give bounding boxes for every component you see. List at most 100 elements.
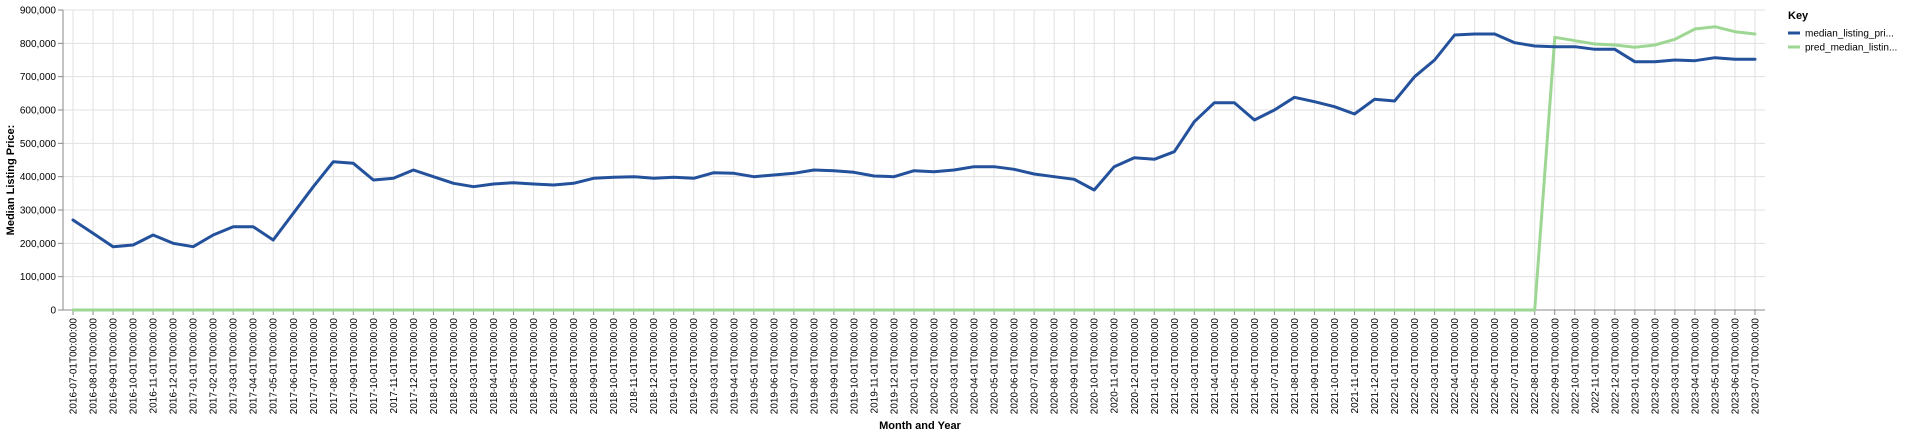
x-tick-label: 2022-07-01T00:00:00	[1510, 318, 1521, 415]
grid-layer	[63, 9, 1765, 311]
x-tick-label: 2021-08-01T00:00:00	[1290, 318, 1301, 415]
x-tick-label: 2022-04-01T00:00:00	[1450, 318, 1461, 415]
legend: Key median_listing_pri... pred_median_lis…	[1788, 10, 1897, 54]
x-tick-label: 2020-06-01T00:00:00	[1010, 318, 1021, 415]
legend-label: median_listing_pri...	[1805, 29, 1894, 40]
x-tick-label: 2020-08-01T00:00:00	[1050, 318, 1061, 415]
x-tick-label: 2022-02-01T00:00:00	[1410, 318, 1421, 415]
x-tick-label: 2017-07-01T00:00:00	[309, 318, 320, 415]
x-tick-label: 2019-01-01T00:00:00	[669, 318, 680, 415]
x-tick-label: 2020-04-01T00:00:00	[970, 318, 981, 415]
x-tick-label: 2020-05-01T00:00:00	[990, 318, 1001, 415]
x-tick-label: 2020-11-01T00:00:00	[1110, 318, 1121, 414]
x-tick-label: 2021-02-01T00:00:00	[1170, 318, 1181, 415]
x-tick-label: 2021-06-01T00:00:00	[1250, 318, 1261, 415]
x-tick-label: 2017-12-01T00:00:00	[409, 318, 420, 415]
x-tick-label: 2022-10-01T00:00:00	[1570, 318, 1581, 415]
x-tick-label: 2021-09-01T00:00:00	[1310, 318, 1321, 415]
x-tick-label: 2016-10-01T00:00:00	[129, 318, 140, 415]
x-tick-label: 2021-11-01T00:00:00	[1350, 318, 1361, 414]
legend-entries: median_listing_pri... pred_median_listin.…	[1788, 29, 1897, 54]
x-tick-label: 2022-01-01T00:00:00	[1390, 318, 1401, 415]
x-tick-label: 2020-12-01T00:00:00	[1130, 318, 1141, 415]
x-tick-label: 2022-11-01T00:00:00	[1590, 318, 1601, 414]
x-tick-label: 2021-04-01T00:00:00	[1210, 318, 1221, 415]
x-axis-title: Month and Year	[879, 420, 961, 432]
x-tick-label: 2017-01-01T00:00:00	[189, 318, 200, 415]
x-tick-label: 2018-09-01T00:00:00	[589, 318, 600, 415]
x-tick-label: 2020-07-01T00:00:00	[1030, 318, 1041, 415]
x-tick-label: 2021-05-01T00:00:00	[1230, 318, 1241, 415]
x-tick-label: 2020-01-01T00:00:00	[910, 318, 921, 415]
y-tick-label: 400,000	[20, 172, 57, 183]
x-tick-label: 2018-05-01T00:00:00	[509, 318, 520, 415]
y-tick-label: 100,000	[20, 272, 57, 283]
x-tick-label: 2016-12-01T00:00:00	[169, 318, 180, 415]
axis-layer: 0 100,000 200,000 300,000 400,000 500,000 600,…	[20, 6, 1765, 415]
x-tick-label: 2017-04-01T00:00:00	[249, 318, 260, 415]
x-tick-label: 2023-04-01T00:00:00	[1690, 318, 1701, 415]
y-tick-label: 200,000	[20, 239, 57, 250]
y-axis-title: Median Listing Price:	[5, 125, 17, 236]
x-tick-label: 2022-09-01T00:00:00	[1550, 318, 1561, 415]
x-tick-label: 2018-04-01T00:00:00	[489, 318, 500, 415]
x-tick-label: 2022-03-01T00:00:00	[1430, 318, 1441, 415]
x-tick-label: 2022-12-01T00:00:00	[1610, 318, 1621, 415]
x-tick-label: 2016-11-01T00:00:00	[149, 318, 160, 414]
x-tick-label: 2019-02-01T00:00:00	[689, 318, 700, 415]
x-tick-label: 2020-03-01T00:00:00	[950, 318, 961, 415]
y-tick-label: 900,000	[20, 6, 57, 17]
x-tick-label: 2019-05-01T00:00:00	[749, 318, 760, 415]
y-tick-label: 500,000	[20, 139, 57, 150]
x-tick-label: 2019-06-01T00:00:00	[769, 318, 780, 415]
x-tick-label: 2023-03-01T00:00:00	[1670, 318, 1681, 415]
y-tick-label: 800,000	[20, 39, 57, 50]
x-tick-label: 2019-11-01T00:00:00	[869, 318, 880, 414]
y-tick-label: 300,000	[20, 206, 57, 217]
x-tick-label: 2018-11-01T00:00:00	[629, 318, 640, 414]
x-tick-label: 2021-03-01T00:00:00	[1190, 318, 1201, 415]
x-tick-label: 2018-03-01T00:00:00	[469, 318, 480, 415]
series-line-0	[71, 32, 1757, 249]
x-tick-label: 2019-03-01T00:00:00	[709, 318, 720, 415]
x-tick-label: 2017-02-01T00:00:00	[209, 318, 220, 415]
x-tick-label: 2018-10-01T00:00:00	[609, 318, 620, 415]
x-tick-label: 2017-08-01T00:00:00	[329, 318, 340, 415]
x-tick-label: 2019-09-01T00:00:00	[829, 318, 840, 415]
x-tick-label: 2022-05-01T00:00:00	[1470, 318, 1481, 415]
x-tick-label: 2021-12-01T00:00:00	[1370, 318, 1381, 415]
x-tick-label: 2016-08-01T00:00:00	[89, 318, 100, 415]
y-tick-label: 0	[50, 306, 56, 317]
series-layer	[71, 25, 1757, 312]
x-tick-label: 2021-07-01T00:00:00	[1270, 318, 1281, 415]
x-tick-label: 2022-06-01T00:00:00	[1490, 318, 1501, 415]
x-tick-label: 2020-09-01T00:00:00	[1070, 318, 1081, 415]
y-tick-label: 700,000	[20, 72, 57, 83]
x-tick-label: 2023-01-01T00:00:00	[1630, 318, 1641, 415]
x-tick-label: 2017-06-01T00:00:00	[289, 318, 300, 415]
x-tick-label: 2018-06-01T00:00:00	[529, 318, 540, 415]
x-tick-label: 2018-08-01T00:00:00	[569, 318, 580, 415]
x-tick-label: 2016-09-01T00:00:00	[109, 318, 120, 415]
x-tick-label: 2018-02-01T00:00:00	[449, 318, 460, 415]
x-tick-label: 2017-05-01T00:00:00	[269, 318, 280, 415]
x-tick-label: 2017-10-01T00:00:00	[369, 318, 380, 415]
x-tick-label: 2018-12-01T00:00:00	[649, 318, 660, 415]
legend-label: pred_median_listin...	[1805, 43, 1897, 54]
x-tick-label: 2019-07-01T00:00:00	[789, 318, 800, 415]
x-tick-label: 2017-03-01T00:00:00	[229, 318, 240, 415]
x-tick-label: 2020-02-01T00:00:00	[930, 318, 941, 415]
x-tick-label: 2020-10-01T00:00:00	[1090, 318, 1101, 415]
x-tick-label: 2017-11-01T00:00:00	[389, 318, 400, 414]
x-tick-label: 2023-02-01T00:00:00	[1650, 318, 1661, 415]
x-tick-label: 2022-08-01T00:00:00	[1530, 318, 1541, 415]
x-tick-label: 2016-07-01T00:00:00	[69, 318, 80, 415]
x-tick-label: 2023-07-01T00:00:00	[1750, 318, 1761, 415]
x-tick-label: 2019-12-01T00:00:00	[889, 318, 900, 415]
x-tick-label: 2021-01-01T00:00:00	[1150, 318, 1161, 415]
x-tick-label: 2023-06-01T00:00:00	[1730, 318, 1741, 415]
x-tick-label: 2018-07-01T00:00:00	[549, 318, 560, 415]
x-tick-label: 2017-09-01T00:00:00	[349, 318, 360, 415]
